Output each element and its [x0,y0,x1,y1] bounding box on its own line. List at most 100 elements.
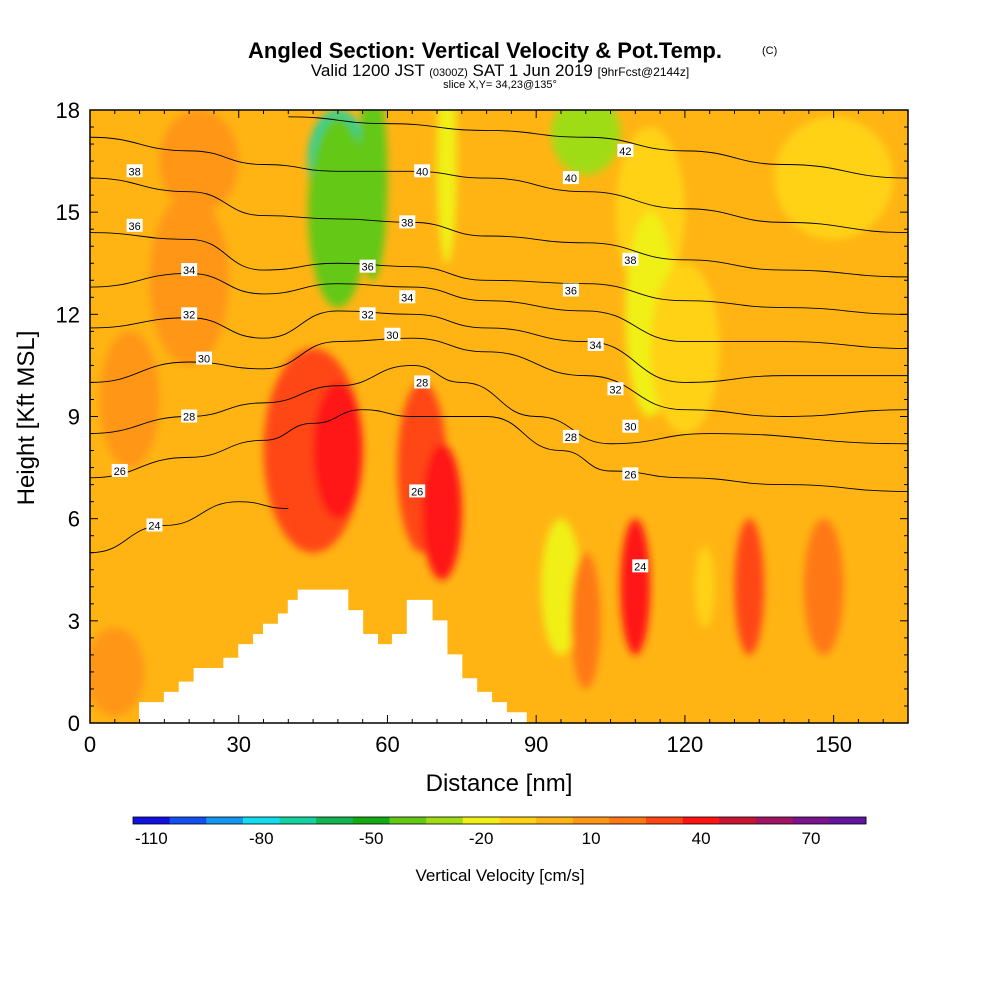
y-tick-label: 6 [68,507,80,532]
isentrope-label-text: 34 [590,340,602,352]
isentrope-label: 24 [632,559,649,573]
y-tick-label: 3 [68,609,80,634]
chart-title-units: (C) [762,45,777,57]
colorbar-swatch [646,817,684,824]
y-axis-label: Height [Kft MSL] [13,331,40,506]
isentrope-label-text: 30 [198,354,210,366]
isentrope-label-text: 30 [386,330,398,342]
isentrope-label-box [359,259,376,273]
isentrope-label: 36 [562,283,579,297]
isentrope-label-box [126,218,143,232]
isentrope-label: 38 [126,164,143,178]
colorbar-label: 10 [582,829,601,848]
colorbar-swatch [462,817,500,824]
isentrope-label-text: 40 [565,173,577,185]
colorbar-swatch [829,817,867,824]
colorbar-label: -20 [469,829,494,848]
isentrope-label-box [384,327,401,341]
isentrope-label-text: 36 [565,285,577,297]
isentrope-label: 28 [562,429,579,444]
colorbar-swatch [352,817,391,824]
y-tick-label: 12 [56,302,80,327]
colorbar-swatch [279,817,317,824]
isentrope-label: 30 [384,327,401,342]
isentrope-label-box [399,215,416,229]
isentrope-label-text: 24 [148,520,160,532]
velocity-cell [620,518,651,655]
isentrope-label-text: 28 [416,377,428,389]
isentrope-label: 36 [126,218,143,233]
x-tick-label: 60 [375,732,399,757]
isentrope-label: 32 [359,307,376,321]
x-tick-label: 120 [667,732,704,757]
isentrope-label-box [409,484,426,498]
isentrope-label-box [622,419,639,433]
isentrope-label-box [414,164,431,178]
isentrope-label: 32 [181,307,198,321]
isentrope-line [90,337,908,417]
isentrope-label-text: 34 [401,292,413,304]
isentrope-labels: 38 36 34 32 30 28 26 24 40 38 36 34 32 30 28 26 42 40 38 36… [111,143,649,573]
velocity-cell [422,443,462,580]
isentrope-label: 24 [146,518,163,532]
isentrope-label-box [562,283,579,297]
isentrope-line [90,232,908,315]
isentrope-label: 26 [409,484,426,498]
colorbar-swatch [682,817,720,824]
isentrope-label-box [622,467,639,481]
isentrope-label: 34 [399,290,416,304]
colorbar-swatch [719,817,757,824]
colorbar-swatch [499,817,537,824]
colorbar-swatch [133,817,171,824]
isentrope-label-text: 40 [416,166,428,178]
isentrope-label-text: 38 [128,166,140,178]
velocity-cell [90,627,145,717]
velocity-cell [313,382,363,519]
isentrope-label-box [181,263,198,277]
isentrope-label-box [414,375,431,389]
isentrope-label-box [146,518,163,532]
velocity-cell [650,263,720,434]
x-axis: 0 30 60 90 120 150 [84,110,884,757]
x-tick-label: 30 [226,732,250,757]
colorbar-swatch [389,817,427,824]
velocity-cell [734,518,765,655]
isentrope-label-text: 24 [634,561,646,573]
isentrope-label-text: 32 [609,384,621,396]
colorbar-swatch [426,817,464,824]
velocity-cell [570,552,601,689]
isentrope-label: 32 [607,382,624,396]
x-tick-label: 150 [815,732,852,757]
colorbar-title: Vertical Velocity [cm/s] [415,866,584,885]
colorbar-frame [132,816,867,825]
chart-subtitle: Valid 1200 JST (0300Z) SAT 1 Jun 2019 [9… [311,61,689,80]
isentrope-label-text: 42 [619,146,631,158]
colorbar-swatch [756,817,794,824]
isentrope-label-text: 32 [183,309,195,321]
isentrope-label: 38 [622,252,639,267]
isentrope-label-text: 28 [183,412,195,424]
isentrope-line [90,364,908,445]
colorbar-swatch [242,817,281,824]
isentrope-label-box [111,463,128,477]
velocity-cell [541,518,581,655]
isentrope-label-box [587,337,604,351]
isentrope-line [90,273,908,349]
velocity-cell [357,110,388,281]
isentrope-label-text: 36 [361,262,373,274]
colorbar-label: -80 [249,829,274,848]
velocity-cell [159,110,239,213]
isentrope-label-box [126,164,143,178]
isentrope-label-text: 26 [411,486,423,498]
velocity-cell [149,195,229,366]
colorbar-label: 70 [802,829,821,848]
isentrope-label-box [622,252,639,266]
velocity-cell [437,110,457,264]
y-tick-label: 0 [68,711,80,736]
isentrope-label-text: 26 [114,466,126,478]
colorbar-swatch [316,817,354,824]
velocity-cell [551,110,621,175]
